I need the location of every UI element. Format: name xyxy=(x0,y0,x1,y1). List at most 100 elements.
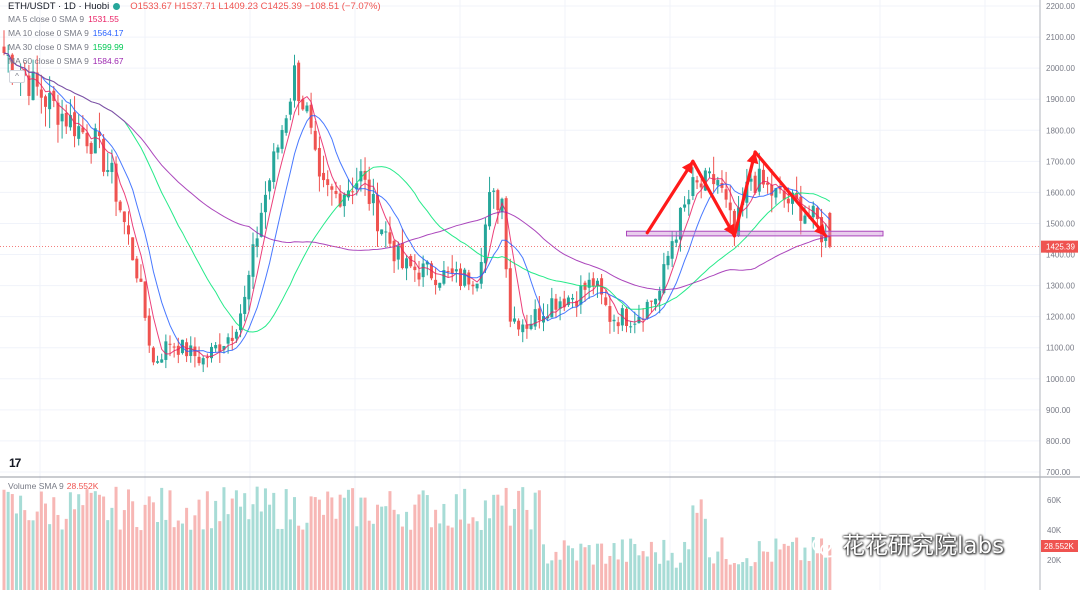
candle-body xyxy=(815,207,819,220)
candle-body xyxy=(716,180,720,186)
candle-body xyxy=(645,301,649,319)
volume-bar xyxy=(64,518,68,590)
candle-body xyxy=(297,62,301,102)
volume-bar xyxy=(745,558,749,590)
candle-body xyxy=(558,301,562,309)
volume-bar xyxy=(571,548,575,590)
price-tick-label: 1200.00 xyxy=(1046,313,1075,322)
volume-bar xyxy=(363,497,367,590)
volume-bar xyxy=(724,559,728,590)
volume-bar xyxy=(52,497,56,590)
candle-body xyxy=(68,115,72,128)
ma-legend-30[interactable]: MA 30 close 0 SMA 9 1599.99 xyxy=(8,42,124,52)
candle-body xyxy=(492,190,496,192)
candle-body xyxy=(118,201,122,211)
candle-body xyxy=(409,255,413,267)
volume-bar xyxy=(127,489,130,590)
candle-body xyxy=(579,285,583,305)
volume-bar xyxy=(222,487,226,590)
volume-bar xyxy=(19,495,23,590)
candle-body xyxy=(346,190,350,198)
volume-bar xyxy=(654,552,658,590)
volume-bar xyxy=(326,491,330,590)
volume-bar xyxy=(753,562,757,590)
volume-bar xyxy=(255,486,259,590)
candle-body xyxy=(454,269,458,272)
candle-body xyxy=(272,151,276,183)
volume-bar xyxy=(272,492,276,590)
candle-body xyxy=(143,281,147,318)
volume-bar xyxy=(645,556,649,590)
volume-bar xyxy=(263,488,267,590)
volume-bar xyxy=(48,524,52,590)
volume-bar xyxy=(164,519,168,590)
candle-body xyxy=(674,239,678,243)
candle-body xyxy=(575,300,579,307)
volume-bar xyxy=(147,496,151,590)
candle-body xyxy=(60,113,64,122)
candle-body xyxy=(766,182,770,185)
volume-bar xyxy=(475,521,479,590)
volume-bar xyxy=(425,495,429,590)
volume-bar xyxy=(197,499,201,590)
candle-body xyxy=(782,191,786,200)
candle-body xyxy=(168,343,172,345)
volume-bar xyxy=(330,497,334,590)
candle-body xyxy=(276,147,280,153)
candle-body xyxy=(658,290,662,301)
price-tick-label: 1900.00 xyxy=(1046,95,1075,104)
volume-bar xyxy=(313,497,317,590)
price-tick-label: 1700.00 xyxy=(1046,157,1075,166)
volume-bar xyxy=(824,557,828,590)
volume-bar xyxy=(483,500,487,590)
candle-body xyxy=(799,196,803,221)
ma-legend-60[interactable]: MA 60 close 0 SMA 9 1584.67 xyxy=(8,56,124,66)
candle-body xyxy=(571,297,575,300)
chart-header: ETH/USDT · 1D · Huobi O1533.67 H1537.71 L… xyxy=(8,1,381,12)
volume-bar xyxy=(807,560,811,590)
volume-bar xyxy=(500,505,504,590)
volume-bar xyxy=(587,545,591,590)
candle-body xyxy=(384,231,388,233)
pattern-arrow-head xyxy=(723,223,735,236)
volume-bar xyxy=(612,543,616,590)
candle-body xyxy=(442,270,446,284)
ma-legend-10[interactable]: MA 10 close 0 SMA 9 1564.17 xyxy=(8,28,124,38)
candle-body xyxy=(102,138,106,172)
volume-bar xyxy=(102,496,106,590)
candle-body xyxy=(218,344,222,352)
collapse-legend-icon[interactable]: ^ xyxy=(9,70,25,83)
symbol-label[interactable]: ETH/USDT · 1D · Huobi xyxy=(8,1,110,12)
volume-bar xyxy=(73,509,77,590)
volume-bar xyxy=(114,486,118,590)
volume-bar xyxy=(226,514,230,590)
volume-bar xyxy=(2,489,6,590)
volume-legend[interactable]: Volume SMA 9 28.552K xyxy=(8,481,99,491)
volume-bar xyxy=(820,538,824,590)
candle-body xyxy=(6,54,10,56)
volume-bar xyxy=(151,502,155,590)
candle-body xyxy=(434,279,438,286)
candle-body xyxy=(616,322,620,327)
volume-bar xyxy=(620,539,624,590)
candle-body xyxy=(421,263,425,278)
volume-bar xyxy=(180,523,184,590)
candle-body xyxy=(720,183,724,188)
ma-legend-5[interactable]: MA 5 close 0 SMA 9 1531.55 xyxy=(8,14,119,24)
volume-bar xyxy=(89,492,93,590)
tradingview-logo-icon: 17 xyxy=(9,456,21,470)
volume-bar xyxy=(44,503,47,590)
candle-body xyxy=(268,180,272,192)
volume-bar xyxy=(392,509,396,590)
volume-bar xyxy=(575,560,579,590)
candle-body xyxy=(164,341,168,360)
price-tick-label: 700.00 xyxy=(1046,468,1071,477)
volume-bar xyxy=(93,491,97,590)
volume-bar xyxy=(591,564,595,590)
candle-body xyxy=(114,163,118,202)
volume-bar xyxy=(122,510,126,590)
candle-body xyxy=(359,171,363,182)
volume-bar xyxy=(135,527,139,590)
candle-body xyxy=(205,356,209,359)
